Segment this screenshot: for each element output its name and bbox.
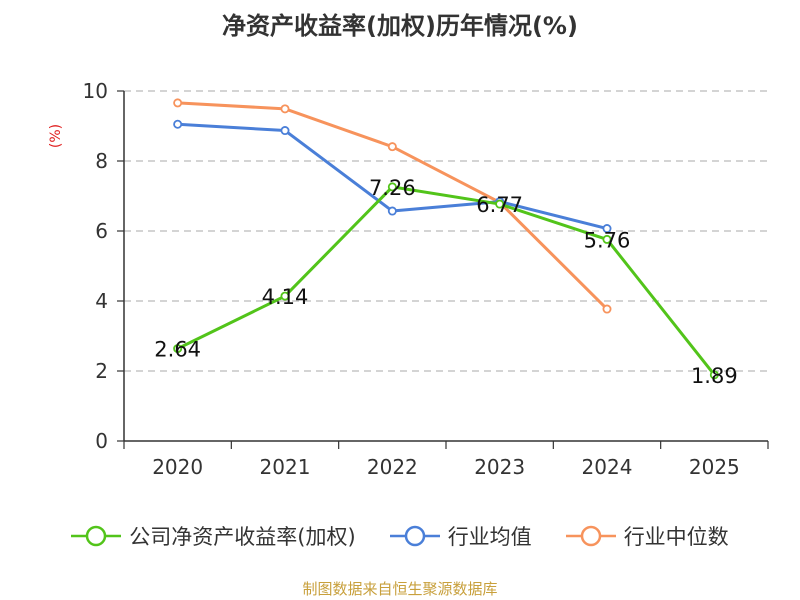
- series-1-point-2022: [387, 206, 397, 216]
- data-label-2020: 2.64: [154, 338, 201, 362]
- series-1-point-2020: [173, 119, 183, 129]
- data-label-2025: 1.89: [691, 364, 738, 388]
- y-tick-label-10: 10: [83, 79, 108, 103]
- series-0-point-2023: [495, 199, 505, 209]
- y-tick-label-0: 0: [95, 429, 108, 453]
- x-tick-label-2020: 2020: [152, 455, 203, 479]
- series-1-point-2021: [280, 126, 290, 136]
- legend-label-company: 公司净资产收益率(加权): [129, 525, 356, 549]
- legend: 公司净资产收益率(加权) 行业均值 行业中位数: [0, 521, 800, 551]
- series-0-point-2025: [709, 370, 719, 380]
- series-2-point-2022: [387, 142, 397, 152]
- x-tick-label-2023: 2023: [474, 455, 525, 479]
- series-0-point-2024: [602, 234, 612, 244]
- legend-label-industry-median: 行业中位数: [623, 525, 729, 549]
- x-tick-label-2025: 2025: [689, 455, 740, 479]
- legend-marker-company: [71, 525, 122, 547]
- series-1-point-2024: [602, 224, 612, 234]
- series-2-point-2020: [173, 98, 183, 108]
- series-0-point-2022: [387, 182, 397, 192]
- x-tick-label-2021: 2021: [260, 455, 311, 479]
- data-label-2023: 6.77: [476, 193, 523, 217]
- legend-marker-industry-median: [565, 525, 616, 547]
- x-tick-label-2024: 2024: [582, 455, 633, 479]
- series-2-point-2024: [602, 304, 612, 314]
- legend-item-industry-average[interactable]: 行业均值: [389, 521, 532, 551]
- x-tick-label-2022: 2022: [367, 455, 418, 479]
- series-0-point-2021: [280, 291, 290, 301]
- data-label-2021: 4.14: [262, 285, 309, 309]
- chart-title: 净资产收益率(加权)历年情况(%): [222, 12, 578, 40]
- y-tick-label-4: 4: [95, 289, 108, 313]
- data-source-note: 制图数据来自恒生聚源数据库: [302, 580, 498, 598]
- series-0-point-2020: [173, 344, 183, 354]
- legend-marker-industry-average: [389, 525, 440, 547]
- series-2-point-2021: [280, 104, 290, 114]
- data-label-2024: 5.76: [584, 228, 631, 252]
- legend-label-industry-average: 行业均值: [447, 525, 532, 549]
- legend-item-industry-median[interactable]: 行业中位数: [565, 521, 729, 551]
- legend-item-company[interactable]: 公司净资产收益率(加权): [71, 521, 356, 551]
- data-label-2022: 7.26: [369, 176, 416, 200]
- series-line-2: [177, 101, 609, 311]
- y-tick-label-6: 6: [95, 219, 108, 243]
- y-tick-label-8: 8: [95, 149, 108, 173]
- series-line-0: [177, 185, 716, 376]
- y-tick-label-2: 2: [95, 359, 108, 383]
